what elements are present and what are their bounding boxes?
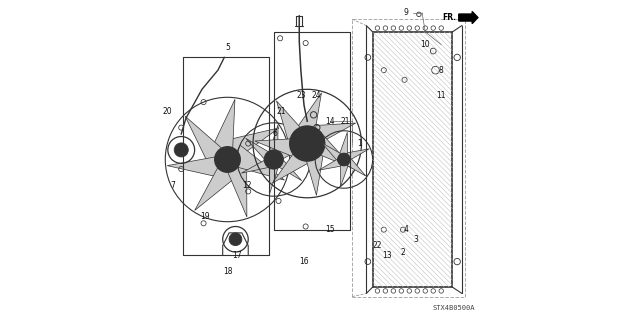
Polygon shape (236, 145, 284, 180)
Text: 3: 3 (413, 235, 418, 244)
Text: 10: 10 (420, 40, 430, 49)
Text: 16: 16 (300, 257, 309, 266)
Polygon shape (348, 159, 366, 176)
Text: 5: 5 (225, 43, 230, 52)
Text: 19: 19 (200, 212, 210, 221)
Polygon shape (305, 145, 324, 195)
Polygon shape (195, 168, 239, 211)
Circle shape (290, 126, 324, 161)
Bar (352, 19, 465, 297)
Text: 20: 20 (162, 107, 172, 116)
Text: 21: 21 (340, 117, 350, 126)
Text: 15: 15 (324, 225, 334, 234)
Polygon shape (340, 165, 348, 187)
Polygon shape (211, 99, 235, 153)
Polygon shape (228, 160, 247, 217)
Text: 1: 1 (358, 139, 362, 148)
Polygon shape (246, 138, 269, 161)
Text: 17: 17 (232, 251, 242, 260)
Polygon shape (255, 138, 301, 160)
Polygon shape (276, 101, 304, 150)
Text: STX4B0500A: STX4B0500A (432, 305, 475, 311)
Polygon shape (167, 157, 222, 178)
Polygon shape (224, 128, 279, 156)
Polygon shape (322, 143, 340, 160)
Circle shape (264, 150, 284, 169)
Bar (372, 32, 452, 287)
Polygon shape (185, 116, 221, 167)
Polygon shape (269, 125, 278, 153)
Circle shape (229, 233, 242, 246)
Polygon shape (319, 160, 341, 170)
Text: 13: 13 (382, 251, 392, 260)
Polygon shape (273, 150, 317, 183)
Text: 9: 9 (404, 8, 408, 17)
Polygon shape (316, 131, 353, 169)
Circle shape (269, 155, 278, 164)
Polygon shape (269, 166, 279, 194)
Text: 12: 12 (242, 181, 252, 189)
Text: 23: 23 (296, 91, 306, 100)
Text: 21: 21 (277, 107, 287, 116)
Polygon shape (305, 123, 356, 143)
Text: 14: 14 (324, 117, 334, 126)
Text: 18: 18 (223, 267, 232, 276)
Text: 4: 4 (404, 225, 408, 234)
Text: 11: 11 (436, 91, 446, 100)
Text: 8: 8 (439, 66, 444, 75)
Circle shape (337, 153, 350, 166)
Circle shape (174, 143, 188, 157)
FancyArrow shape (459, 11, 478, 24)
Circle shape (221, 154, 233, 165)
Text: 7: 7 (171, 181, 176, 189)
Circle shape (215, 147, 240, 172)
Text: FR.: FR. (442, 13, 456, 22)
Text: 2: 2 (401, 248, 405, 256)
Polygon shape (276, 146, 306, 160)
Polygon shape (241, 160, 271, 173)
Circle shape (300, 136, 316, 152)
Text: 22: 22 (372, 241, 382, 250)
Polygon shape (292, 93, 321, 136)
Polygon shape (278, 158, 301, 181)
Polygon shape (346, 149, 369, 160)
Text: 6: 6 (273, 130, 278, 138)
Polygon shape (340, 132, 348, 154)
Text: 24: 24 (312, 91, 322, 100)
